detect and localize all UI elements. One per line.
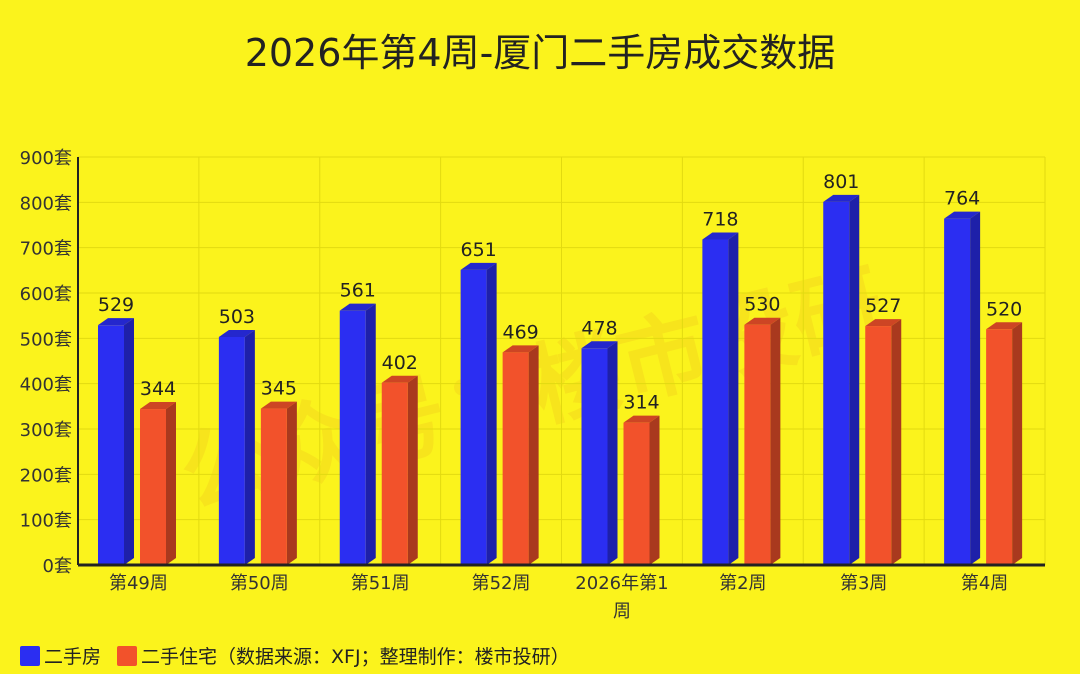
bar-side	[528, 345, 539, 565]
bar-side	[365, 303, 376, 565]
bar-top	[581, 341, 618, 349]
bar	[944, 218, 971, 566]
bar-side	[649, 415, 660, 565]
bar-top	[744, 317, 781, 325]
bar-side	[849, 194, 860, 565]
y-tick-label: 800套	[20, 193, 72, 214]
data-label: 469	[502, 321, 538, 343]
data-label: 402	[382, 352, 418, 374]
x-tick-label: 第4周	[961, 573, 1008, 594]
bar	[581, 348, 608, 565]
bar	[218, 336, 245, 565]
bar	[702, 239, 729, 566]
bar-side	[891, 319, 902, 565]
y-tick-label: 900套	[20, 148, 72, 169]
data-label: 561	[340, 280, 376, 302]
data-label: 529	[98, 294, 134, 316]
bar	[460, 269, 487, 565]
bar-top	[460, 262, 497, 270]
data-label: 520	[986, 298, 1022, 320]
data-label: 314	[623, 392, 659, 414]
bar	[140, 409, 166, 565]
chart-title: 2026年第4周-厦门二手房成交数据	[244, 31, 836, 75]
data-label: 801	[823, 171, 859, 193]
bar	[823, 201, 850, 565]
bar-side	[607, 341, 618, 565]
bar-top	[381, 375, 418, 383]
bar-side	[1012, 322, 1023, 565]
data-label: 527	[865, 295, 901, 317]
bar	[502, 352, 529, 565]
bar-top	[623, 415, 660, 423]
bar-top	[218, 329, 255, 337]
y-tick-label: 0套	[43, 556, 72, 577]
bar	[339, 310, 366, 565]
x-tick-label: 第2周	[719, 573, 766, 594]
legend-swatch-red	[117, 645, 138, 666]
data-label: 503	[219, 306, 255, 328]
bar-side	[166, 402, 176, 565]
y-tick-label: 500套	[20, 329, 72, 350]
bar	[260, 408, 287, 565]
bar-top	[260, 401, 297, 409]
bar-side	[124, 318, 134, 565]
data-label: 718	[702, 209, 738, 231]
bar	[98, 325, 124, 565]
bar-side	[970, 211, 981, 566]
x-tick-label: 2026年第1	[575, 573, 668, 594]
y-tick-label: 100套	[20, 511, 72, 532]
bar	[381, 382, 408, 565]
y-tick-label: 300套	[20, 420, 72, 441]
bar	[986, 329, 1013, 565]
bar-top	[865, 319, 902, 327]
legend-label: 二手住宅	[141, 646, 218, 668]
x-tick-label: 周	[613, 601, 631, 622]
y-tick-label: 700套	[20, 239, 72, 260]
data-label: 764	[944, 188, 980, 210]
bar-top	[944, 211, 981, 219]
bar-top	[823, 194, 860, 202]
bar-top	[140, 402, 176, 410]
y-tick-label: 600套	[20, 284, 72, 305]
data-label: 345	[261, 378, 297, 400]
legend: 二手房 二手住宅 （数据来源：XFJ；整理制作：楼市投研）	[20, 642, 570, 669]
bar-side	[244, 329, 255, 565]
bar	[865, 326, 892, 565]
bar-top	[339, 303, 376, 311]
bar-top	[502, 345, 539, 353]
data-label: 530	[744, 294, 780, 316]
legend-note: （数据来源：XFJ；整理制作：楼市投研）	[217, 646, 570, 668]
x-tick-label: 第51周	[351, 573, 410, 594]
bar	[744, 324, 771, 565]
bar-side	[286, 401, 297, 565]
y-tick-label: 200套	[20, 465, 72, 486]
bar-top	[98, 318, 134, 326]
bar-top	[702, 232, 739, 240]
legend-swatch-blue	[20, 645, 40, 666]
bar-side	[407, 375, 418, 565]
bar-side	[770, 317, 781, 565]
data-label: 651	[460, 239, 496, 261]
y-tick-label: 400套	[20, 375, 72, 396]
bar-side	[728, 232, 739, 566]
x-tick-label: 第49周	[109, 573, 168, 594]
bar-top	[986, 322, 1023, 330]
data-label: 344	[140, 378, 176, 400]
bar-side	[486, 262, 497, 565]
x-tick-label: 第3周	[840, 573, 887, 594]
bar	[623, 422, 650, 565]
x-tick-label: 第52周	[472, 573, 531, 594]
legend-label: 二手房	[44, 646, 102, 668]
x-tick-label: 第50周	[230, 573, 289, 594]
data-label: 478	[581, 317, 617, 339]
